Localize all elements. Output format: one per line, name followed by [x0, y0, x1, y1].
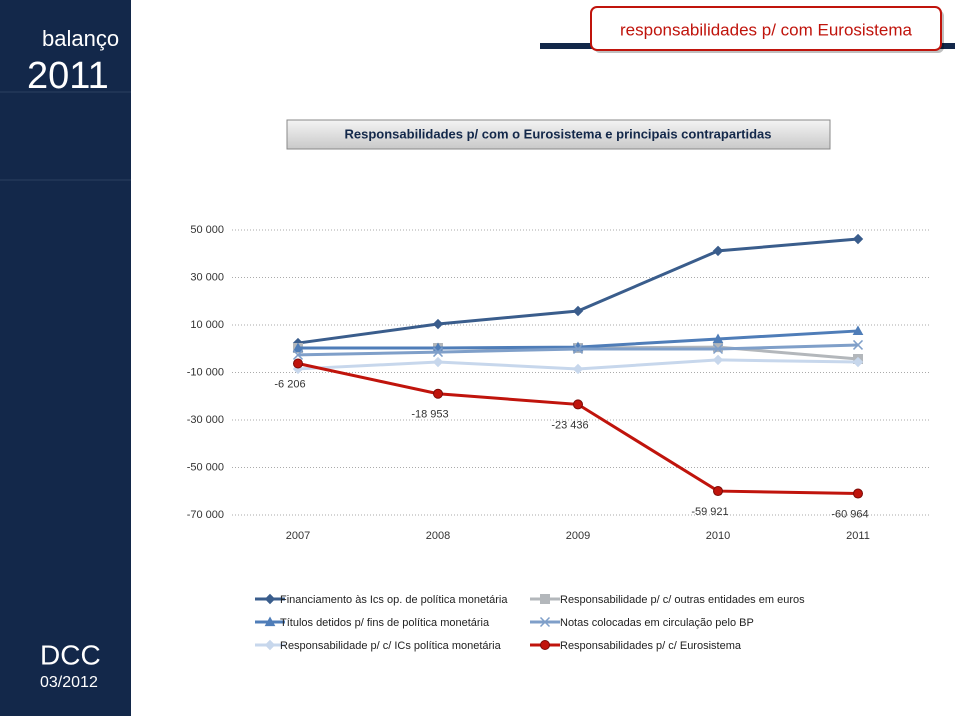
chart-title-box [286, 119, 831, 150]
marker [432, 356, 444, 368]
marker [572, 363, 584, 375]
marker [264, 639, 276, 651]
sidebar-org: DCC [40, 639, 101, 670]
y-tick-label: -70 000 [187, 509, 224, 521]
marker [540, 640, 550, 650]
marker [293, 358, 303, 369]
marker [852, 356, 864, 368]
x-tick-label: 2009 [566, 530, 590, 542]
x-tick-label: 2007 [286, 530, 310, 542]
sidebar-year: 2011 [27, 55, 109, 97]
marker [432, 318, 444, 330]
value-label: -59 921 [691, 506, 728, 518]
marker [539, 616, 551, 628]
value-label: -60 964 [831, 508, 868, 520]
marker [264, 593, 276, 605]
legend-label: Responsabilidades p/ c/ Eurosistema [560, 640, 742, 652]
marker [572, 343, 584, 355]
legend-label: Responsabilidade p/ c/ ICs política mone… [280, 640, 502, 652]
marker [540, 594, 550, 604]
value-label: -23 436 [551, 419, 588, 431]
marker [264, 616, 276, 627]
value-label: -6 206 [274, 378, 305, 390]
marker [852, 339, 864, 350]
legend-label: Financiamento às Ics op. de política mon… [280, 594, 508, 606]
marker [433, 388, 443, 399]
legend-label: Títulos detidos p/ fins de política mone… [280, 617, 490, 629]
value-label: -18 953 [411, 409, 448, 421]
marker [852, 233, 864, 245]
header-box [590, 6, 942, 51]
marker [713, 486, 723, 497]
marker [573, 399, 583, 410]
y-tick-label: 50 000 [190, 224, 224, 236]
marker [292, 349, 304, 360]
y-tick-label: -10 000 [187, 366, 224, 378]
x-tick-label: 2010 [706, 530, 730, 542]
marker [572, 305, 584, 317]
x-tick-label: 2008 [426, 530, 450, 542]
marker [292, 342, 304, 353]
header-title: responsabilidades p/ com Eurosistema [620, 20, 913, 39]
marker [712, 354, 724, 366]
marker [712, 333, 724, 344]
marker [853, 488, 863, 499]
marker [712, 245, 724, 257]
y-tick-label: -30 000 [187, 414, 224, 426]
x-tick-label: 2011 [846, 530, 870, 542]
y-tick-label: 10 000 [190, 319, 224, 331]
series-line [297, 237, 859, 345]
sidebar [0, 0, 131, 716]
marker [852, 325, 864, 336]
y-tick-label: 30 000 [190, 271, 224, 283]
marker [432, 347, 444, 358]
sidebar-date: 03/2012 [40, 674, 98, 691]
sidebar-title: balanço [42, 26, 119, 51]
legend-label: Responsabilidade p/ c/ outras entidades … [560, 594, 805, 606]
y-tick-label: -50 000 [187, 461, 224, 473]
legend-label: Notas colocadas em circulação pelo BP [560, 617, 754, 629]
marker [712, 343, 724, 355]
chart-title: Responsabilidades p/ com o Eurosistema e… [345, 126, 772, 141]
